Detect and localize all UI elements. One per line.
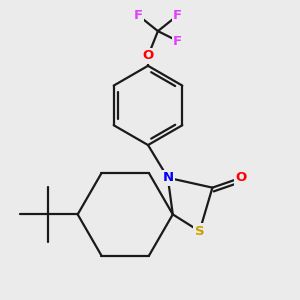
- Text: O: O: [236, 171, 247, 184]
- Text: N: N: [162, 171, 173, 184]
- Text: S: S: [195, 225, 204, 238]
- Text: O: O: [142, 50, 154, 62]
- Text: F: F: [173, 9, 182, 22]
- Text: F: F: [173, 34, 182, 47]
- Text: F: F: [134, 9, 143, 22]
